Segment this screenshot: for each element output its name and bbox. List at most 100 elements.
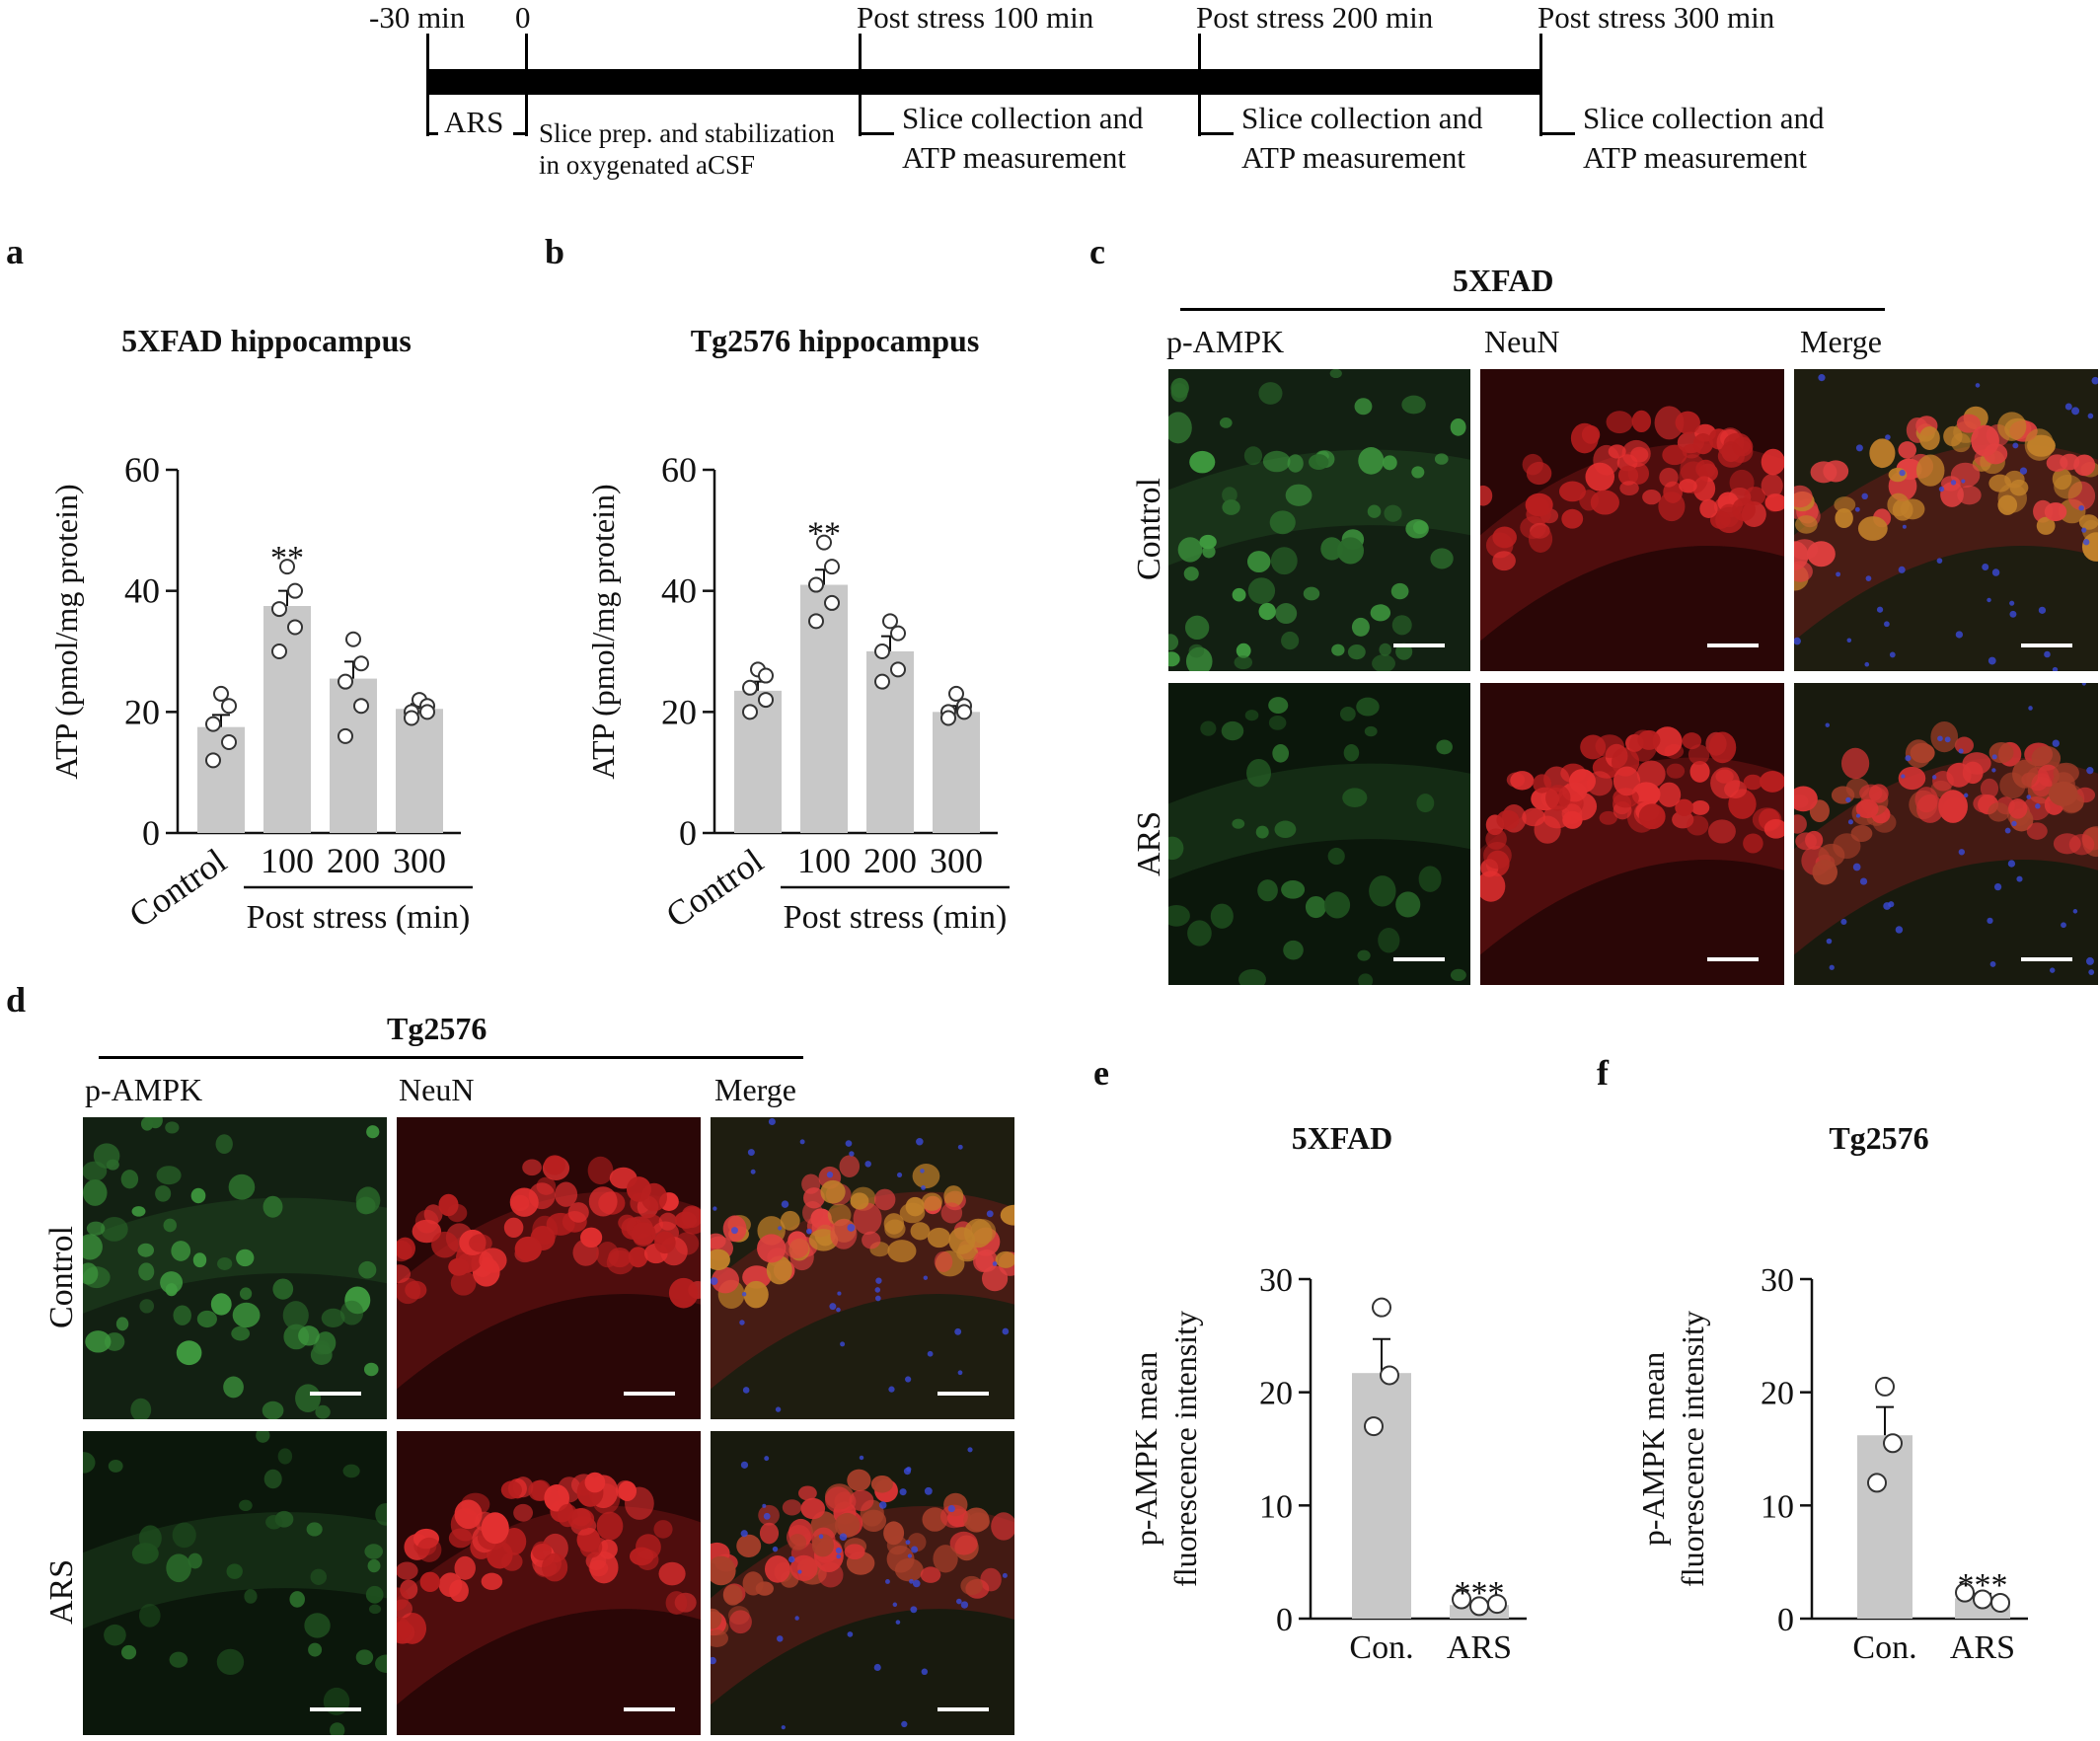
data-point [287,619,303,636]
panel-letter-f: f [1597,1053,1609,1093]
scale-bar [2021,643,2072,647]
micrograph-d-control-merge [711,1117,1014,1419]
chart-b-tg2576-atp: Tg2576 hippocampus 0 20 40 60 ATP (pmol/mg pr… [585,323,1010,936]
timeline-bracket [513,132,527,135]
chart-f-tg2576-pampk: Tg2576 0 10 20 30 p-AMPK mean fluorescence int… [1635,1120,2028,1666]
scale-bar [938,1392,989,1396]
timeline-tick [859,34,862,136]
data-point [948,685,964,702]
data-point [956,704,972,720]
grid-c-row-label: Control [1131,478,1167,580]
data-point [742,679,758,696]
timeline-collection-100-line1: Slice collection and [902,101,1144,135]
data-point [419,704,435,720]
data-point [1883,1433,1903,1454]
data-point [213,685,229,702]
y-tick-label: 0 [142,813,160,853]
micrograph-d-ars-pampk [83,1431,387,1735]
timeline-bracket [1539,132,1575,135]
grid-d-title: Tg2576 [387,1011,488,1046]
x-tick-label: 200 [863,841,917,880]
timeline-bar [426,69,1541,95]
timeline-tick-label: Post stress 200 min [1196,0,1434,35]
micrograph-image [1480,683,1784,985]
micrograph-image [711,1117,1014,1419]
y-axis-label: fluorescence intensity [1675,1311,1710,1587]
bar [866,651,914,833]
grid-d-row-label: ARS [43,1558,80,1625]
y-tick-label: 20 [1259,1376,1293,1412]
scale-bar [1707,643,1759,647]
data-point [1867,1473,1887,1493]
micrograph-image [1168,683,1470,985]
timeline-ars-label: ARS [444,105,504,139]
chart-title: 5XFAD hippocampus [121,323,412,358]
grid-d-row-label: Control [43,1226,80,1328]
data-point [758,692,774,709]
micrograph-image [397,1117,701,1419]
x-tick-label: Control [659,841,771,936]
scale-bar [2021,957,2072,961]
data-point [1372,1297,1391,1318]
x-tick-label: 300 [930,841,983,880]
timeline-tick-label: -30 min [369,0,466,35]
scale-bar [624,1707,675,1711]
micrograph-image [83,1431,387,1735]
significance-label: *** [1958,1567,2008,1604]
y-tick-label: 20 [661,692,697,731]
y-tick-label: 40 [124,571,160,611]
timeline-collection-300-line2: ATP measurement [1583,140,1807,175]
y-axis-label: ATP (pmol/mg protein) [48,484,84,779]
y-tick-label: 60 [124,450,160,490]
data-point [353,698,369,715]
bar [330,678,377,833]
grid-d-title-rule [99,1056,803,1059]
data-point [808,576,824,593]
timeline-tick [1198,34,1201,136]
data-point [287,582,303,599]
micrograph-c-control-merge [1794,369,2098,671]
x-tick-label: 100 [261,841,314,880]
group-label: Post stress (min) [247,899,471,936]
timeline-bracket [426,132,438,135]
data-point [824,594,840,611]
grid-d-column-label: NeuN [399,1072,475,1107]
micrograph-d-ars-neun [397,1431,701,1735]
y-tick-label: 0 [679,813,697,853]
micrograph-image [1168,369,1470,671]
bar [800,584,848,833]
micrograph-c-control-neun [1480,369,1784,671]
y-tick-label: 10 [1259,1488,1293,1525]
significance-label: ** [270,540,304,576]
micrograph-image [397,1431,701,1735]
bar [396,709,443,833]
y-tick-label: 30 [1259,1262,1293,1299]
data-point [742,704,758,720]
data-point [1487,1594,1507,1615]
data-point [221,734,237,750]
bar [734,690,782,833]
timeline-tick-label: 0 [515,0,531,35]
data-point [205,752,221,769]
x-tick-label: 300 [393,841,446,880]
data-point [758,667,774,684]
x-tick-label: ARS [1447,1629,1512,1666]
panel-letter-c: c [1089,232,1105,271]
data-point [1380,1365,1399,1386]
timeline-tick [525,34,528,136]
micrograph-image [1794,369,2098,671]
data-point [279,559,295,575]
data-point [271,643,287,659]
data-point [338,727,353,744]
significance-label: *** [1455,1575,1505,1612]
x-tick-label: Con. [1349,1629,1413,1666]
timeline-tick [426,34,429,136]
timeline-collection-100-line2: ATP measurement [902,140,1126,175]
y-axis-label: ATP (pmol/mg protein) [585,484,621,779]
micrograph-c-ars-neun [1480,683,1784,985]
group-label: Post stress (min) [784,899,1008,936]
data-point [353,655,369,672]
timeline-tick [1539,34,1542,136]
micrograph-c-ars-merge [1794,683,2098,985]
scale-bar [1707,957,1759,961]
